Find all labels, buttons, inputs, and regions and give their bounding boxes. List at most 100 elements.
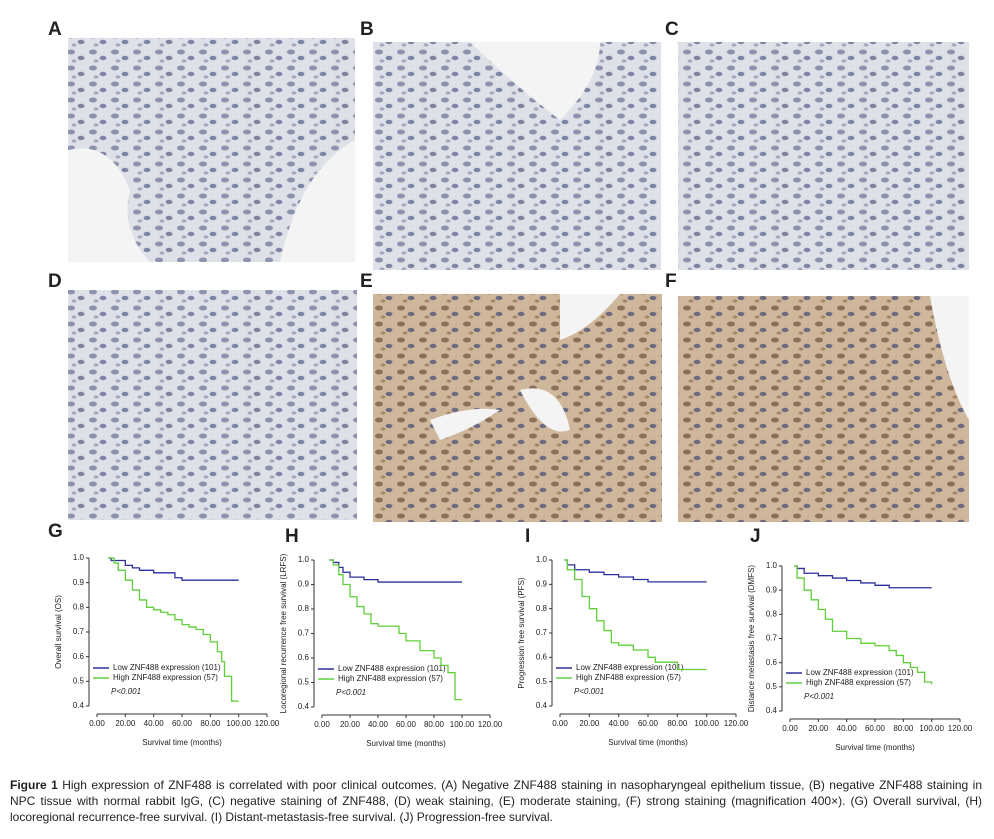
panel-label: H <box>285 526 299 547</box>
y-tick-label: 0.6 <box>766 658 778 667</box>
p-value: P<0.001 <box>574 687 604 696</box>
survival-curve <box>329 559 462 701</box>
y-tick-label: 0.4 <box>766 706 778 715</box>
y-tick-label: 0.9 <box>536 579 548 588</box>
caption: Figure 1 High expression of ZNF488 is co… <box>10 777 982 825</box>
x-tick-label: 0.00 <box>314 720 330 729</box>
panel-label: E <box>360 271 373 292</box>
y-axis-title: Overall survival (OS) <box>54 595 63 669</box>
x-axis-title: Survival time (months) <box>608 738 688 747</box>
y-tick-label: 0.7 <box>298 629 310 638</box>
y-tick-label: 1.0 <box>766 561 778 570</box>
y-tick-label: 0.9 <box>298 580 310 589</box>
legend-label: Low ZNF488 expression (101) <box>338 664 446 673</box>
p-value: P<0.001 <box>804 692 834 701</box>
x-tick-label: 60.00 <box>172 719 193 728</box>
panel-label: D <box>48 271 62 292</box>
y-axis-title: Locoregional recurrence free survival (L… <box>279 553 288 713</box>
caption-text: High expression of ZNF488 is correlated … <box>10 778 982 824</box>
panel-label: B <box>360 19 374 40</box>
y-tick-label: 1.0 <box>73 553 85 562</box>
x-axis-title: Survival time (months) <box>142 738 222 747</box>
panel-label: C <box>665 19 679 40</box>
y-tick-label: 0.4 <box>298 702 310 711</box>
x-tick-label: 80.00 <box>424 720 445 729</box>
y-tick-label: 0.8 <box>298 604 310 613</box>
y-tick-label: 0.5 <box>536 677 548 686</box>
micrograph-f <box>678 296 969 522</box>
y-tick-label: 0.5 <box>298 678 310 687</box>
micrograph-d <box>68 290 357 520</box>
x-axis-title: Survival time (months) <box>835 743 915 752</box>
y-tick-label: 0.9 <box>766 585 778 594</box>
y-tick-label: 0.6 <box>298 653 310 662</box>
x-tick-label: 120.00 <box>255 719 280 728</box>
x-tick-label: 120.00 <box>948 724 973 733</box>
x-tick-label: 120.00 <box>724 719 749 728</box>
micrographs <box>68 38 969 522</box>
y-tick-label: 0.8 <box>766 609 778 618</box>
y-tick-label: 0.6 <box>536 652 548 661</box>
y-tick-label: 0.8 <box>536 604 548 613</box>
x-tick-label: 100.00 <box>694 719 719 728</box>
caption-label: Figure 1 <box>10 778 58 792</box>
y-tick-label: 0.6 <box>73 652 85 661</box>
y-tick-label: 0.4 <box>73 701 85 710</box>
lumen <box>68 140 355 262</box>
x-tick-label: 20.00 <box>115 719 136 728</box>
x-tick-label: 20.00 <box>808 724 829 733</box>
y-tick-label: 0.7 <box>536 628 548 637</box>
survival-curve <box>794 565 933 685</box>
y-tick-label: 0.8 <box>73 602 85 611</box>
legend-label: High ZNF488 expression (57) <box>113 673 218 682</box>
x-axis-title: Survival time (months) <box>366 739 446 748</box>
panel-label: G <box>48 521 63 542</box>
y-axis-title: Distance metastasis free survival (DMFS) <box>747 565 756 712</box>
survival-curve <box>329 559 462 583</box>
x-tick-label: 0.00 <box>89 719 105 728</box>
x-tick-label: 60.00 <box>396 720 417 729</box>
legend-label: Low ZNF488 expression (101) <box>806 668 914 677</box>
survival-curve <box>794 565 932 589</box>
panel-label: F <box>665 271 677 292</box>
figure-graphics: A B C D E F G 0.4 0.5 0.6 0.7 0.8 0.9 1.0 0.00 20.00 40.… <box>48 19 973 752</box>
y-tick-label: 0.4 <box>536 701 548 710</box>
x-tick-label: 100.00 <box>226 719 251 728</box>
y-tick-label: 0.5 <box>766 682 778 691</box>
panel-label: A <box>48 19 62 40</box>
x-tick-label: 80.00 <box>893 724 914 733</box>
survival-curve <box>108 557 239 702</box>
micrograph-c <box>678 42 969 270</box>
y-tick-label: 1.0 <box>536 555 548 564</box>
p-value: P<0.001 <box>336 688 366 697</box>
legend-label: High ZNF488 expression (57) <box>806 678 911 687</box>
x-tick-label: 40.00 <box>368 720 389 729</box>
survival-curve <box>108 557 239 581</box>
x-tick-label: 40.00 <box>837 724 858 733</box>
x-tick-label: 40.00 <box>609 719 630 728</box>
lumen <box>430 294 620 440</box>
lumen <box>470 42 600 120</box>
y-tick-label: 0.7 <box>766 634 778 643</box>
survival-curve <box>564 559 707 671</box>
y-tick-label: 0.7 <box>73 627 85 636</box>
panel-label: J <box>750 526 761 547</box>
x-tick-label: 60.00 <box>638 719 659 728</box>
legend-label: Low ZNF488 expression (101) <box>576 663 684 672</box>
x-tick-label: 0.00 <box>782 724 798 733</box>
p-value: P<0.001 <box>111 687 141 696</box>
legend-label: High ZNF488 expression (57) <box>576 673 681 682</box>
y-axis-title: Progression free survival (PFS) <box>517 577 526 688</box>
x-tick-label: 40.00 <box>144 719 165 728</box>
panel-label: I <box>525 526 530 547</box>
y-tick-label: 0.5 <box>73 676 85 685</box>
x-tick-label: 80.00 <box>667 719 688 728</box>
survival-curve <box>564 559 707 583</box>
x-tick-label: 80.00 <box>200 719 221 728</box>
x-tick-label: 100.00 <box>450 720 475 729</box>
x-tick-label: 120.00 <box>478 720 503 729</box>
y-tick-label: 0.9 <box>73 578 85 587</box>
lumen <box>930 296 969 420</box>
x-tick-label: 0.00 <box>552 719 568 728</box>
